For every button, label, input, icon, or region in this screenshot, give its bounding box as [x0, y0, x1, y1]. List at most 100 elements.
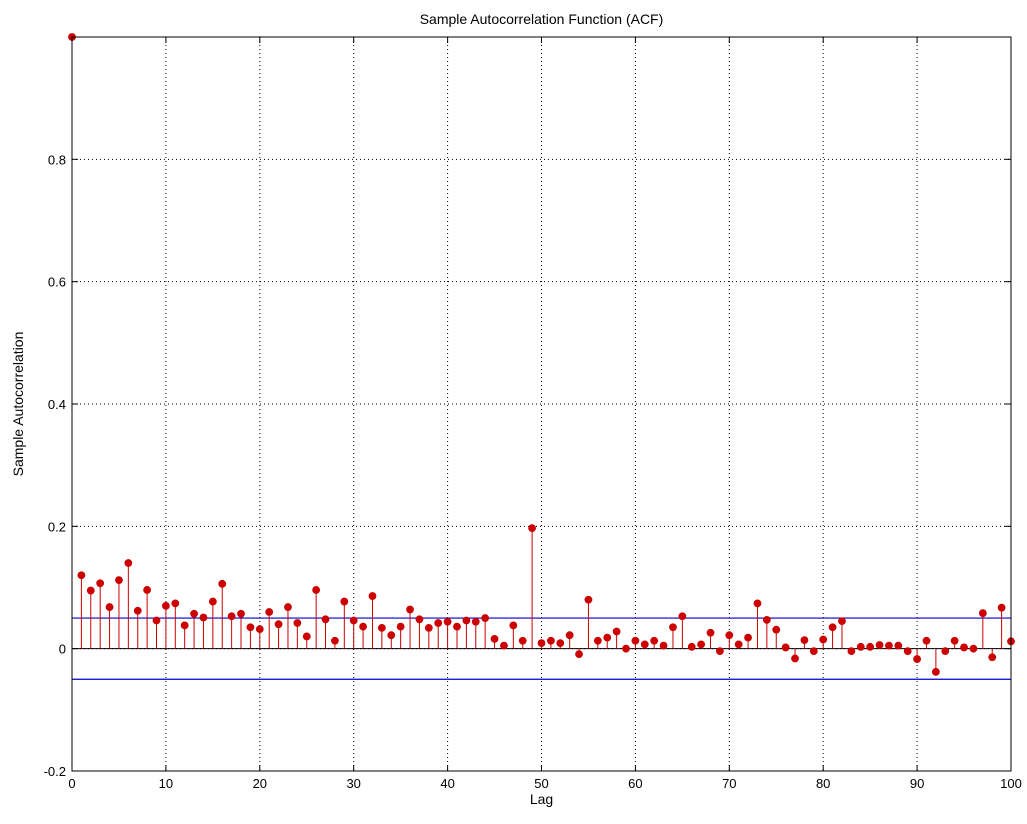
acf-point	[443, 617, 452, 626]
y-tick-label: -0.2	[44, 764, 66, 779]
acf-point	[190, 609, 198, 618]
acf-point	[284, 603, 292, 611]
y-ticks: -0.2 0 0.2 0.4 0.6 0.8	[44, 152, 1011, 779]
acf-point	[246, 623, 255, 632]
acf-point	[377, 623, 386, 632]
acf-point	[171, 599, 180, 608]
y-tick-label: 0.4	[48, 397, 66, 412]
acf-point	[424, 623, 433, 632]
acf-point	[894, 641, 903, 650]
acf-point	[988, 653, 997, 662]
acf-point	[509, 621, 518, 630]
acf-point	[922, 636, 931, 645]
acf-point	[396, 622, 405, 631]
acf-point	[687, 642, 696, 651]
y-tick-label: 0.6	[48, 275, 66, 290]
acf-point	[387, 631, 396, 640]
acf-point	[77, 571, 86, 580]
acf-point	[903, 647, 912, 656]
acf-point	[143, 586, 152, 594]
acf-point	[518, 636, 527, 645]
acf-point	[434, 619, 443, 627]
acf-point	[856, 642, 865, 651]
x-tick-label: 90	[910, 776, 924, 791]
acf-point	[931, 668, 940, 676]
acf-point	[208, 597, 217, 606]
acf-point	[481, 614, 490, 622]
x-tick-label: 30	[346, 776, 360, 791]
acf-point	[875, 641, 884, 649]
acf-point	[697, 640, 706, 649]
acf-point	[913, 655, 921, 663]
acf-point	[838, 617, 846, 626]
acf-point	[302, 632, 311, 641]
acf-point	[528, 524, 537, 533]
acf-point	[631, 636, 640, 645]
x-tick-label: 40	[440, 776, 454, 791]
acf-point	[133, 606, 142, 615]
acf-point	[500, 641, 508, 650]
y-tick-label: 0.2	[48, 519, 66, 534]
acf-point	[199, 613, 208, 622]
x-tick-label: 60	[628, 776, 642, 791]
acf-point	[124, 559, 133, 567]
acf-point	[885, 641, 893, 650]
acf-point	[603, 633, 612, 642]
acf-point	[650, 636, 659, 645]
acf-point	[312, 586, 321, 594]
acf-point	[415, 615, 424, 624]
acf-point	[960, 643, 968, 652]
acf-point	[640, 640, 649, 649]
acf-point	[349, 616, 358, 625]
y-axis-title: Sample Autocorrelation	[10, 332, 26, 477]
acf-point	[86, 586, 95, 595]
acf-point	[584, 595, 593, 604]
acf-point	[340, 597, 349, 606]
x-tick-label: 100	[1000, 776, 1022, 791]
x-tick-label: 80	[816, 776, 830, 791]
acf-point	[734, 640, 743, 649]
acf-point	[669, 623, 677, 632]
acf-point	[941, 647, 950, 656]
acf-point	[612, 627, 621, 636]
acf-point	[453, 622, 461, 631]
acf-point	[744, 633, 752, 642]
acf-point	[471, 617, 480, 626]
acf-point	[593, 636, 602, 645]
acf-point	[819, 635, 828, 644]
acf-point	[659, 641, 668, 650]
acf-point	[950, 636, 959, 645]
acf-point	[105, 603, 114, 611]
acf-point	[265, 608, 274, 616]
acf-point	[274, 620, 283, 629]
acf-point	[725, 631, 734, 640]
acf-point	[866, 642, 875, 651]
acf-point	[152, 616, 161, 625]
acf-point	[546, 636, 555, 645]
acf-point	[809, 647, 818, 656]
y-tick-label: 0	[59, 642, 66, 657]
acf-point	[331, 636, 339, 645]
acf-point	[828, 623, 837, 632]
acf-point	[622, 644, 630, 653]
acf-point	[180, 621, 189, 630]
acf-point	[969, 644, 978, 653]
acf-point	[781, 643, 790, 652]
acf-point	[490, 634, 499, 643]
acf-point	[218, 579, 227, 588]
x-ticks: 0 10 20 30 40 50 60 70 80 90 100	[68, 37, 1022, 791]
x-tick-label: 70	[722, 776, 736, 791]
acf-point	[772, 625, 781, 634]
acf-point	[791, 654, 799, 663]
acf-point	[716, 647, 724, 656]
acf-point	[847, 647, 856, 656]
acf-point	[96, 579, 105, 588]
y-tick-label: 0.8	[48, 152, 66, 167]
acf-point	[406, 605, 414, 614]
acf-point	[293, 619, 302, 627]
acf-point	[678, 612, 687, 621]
x-tick-label: 20	[253, 776, 267, 791]
acf-point	[162, 601, 170, 610]
x-tick-label: 50	[534, 776, 548, 791]
